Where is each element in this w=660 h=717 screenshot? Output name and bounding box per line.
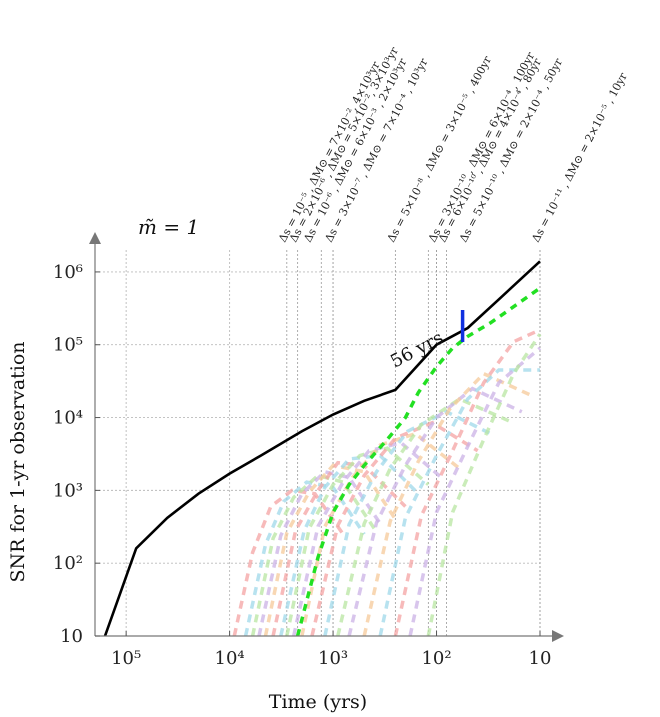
- chart-title: m̃ = 1: [138, 215, 199, 239]
- faint-series-line: [362, 371, 533, 637]
- x-axis-title: Time (yrs): [269, 691, 367, 713]
- y-tick-label: 10³: [53, 480, 83, 501]
- y-tick-label: 10: [60, 626, 83, 647]
- faint-series-line: [285, 446, 430, 637]
- dashed-series-line: [295, 286, 542, 637]
- y-tick-label: 10²: [53, 553, 83, 574]
- faint-series-line: [271, 460, 407, 637]
- faint-series-line: [257, 469, 382, 637]
- vline-annotation: Δs = 6×10⁻¹⁰ , ΔM⊙ = 4×10⁻⁴ , 80yr: [436, 56, 545, 245]
- x-tick-label: 10⁴: [215, 648, 245, 669]
- faint-series-line: [323, 409, 492, 637]
- x-tick-label: 10: [529, 648, 552, 669]
- faint-curves-layer: [232, 328, 542, 637]
- y-axis-title: SNR for 1-yr observation: [7, 341, 29, 582]
- vline-annotation: Δs = 10⁻⁶ , ΔM⊙ = 6×10⁻³ , 2×10³yr: [301, 56, 410, 245]
- faint-series-line: [243, 480, 366, 637]
- faint-series-line: [310, 420, 479, 637]
- grid-layer: [95, 250, 541, 637]
- faint-series-line: [291, 440, 443, 637]
- vline-layer: [286, 250, 541, 636]
- faint-series-line: [393, 328, 541, 637]
- faint-series-line: [336, 397, 510, 637]
- faint-series-line: [250, 473, 376, 637]
- faint-series-line: [232, 488, 345, 637]
- y-tick-label: 10⁴: [53, 408, 83, 429]
- faint-series-line: [426, 333, 542, 637]
- x-tick-label: 10²: [421, 648, 451, 669]
- faint-series-line: [378, 368, 540, 637]
- x-tick-label: 10⁵: [111, 648, 141, 669]
- faint-series-line: [263, 463, 397, 637]
- faint-series-line: [408, 346, 542, 637]
- x-tick-label: 10³: [318, 648, 348, 669]
- y-tick-label: 10⁶: [53, 262, 83, 283]
- faint-series-line: [279, 453, 420, 637]
- y-tick-label: 10⁵: [53, 335, 83, 356]
- axis-layer: 10⁵ 10⁴ 10³ 10² 10 10 10² 10³ 10⁴ 10⁵ 10⁶: [53, 232, 564, 669]
